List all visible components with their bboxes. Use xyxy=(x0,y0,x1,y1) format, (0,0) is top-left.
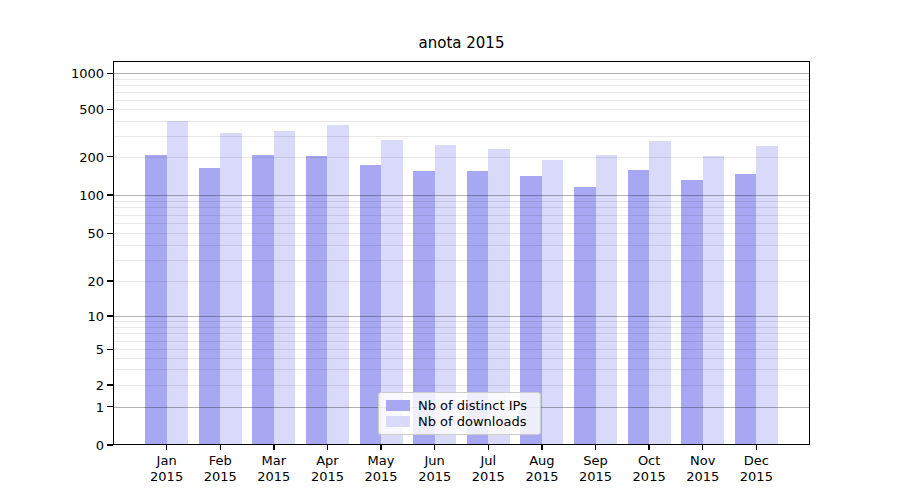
y-tick-mark xyxy=(107,384,113,385)
x-tick-mark xyxy=(702,445,703,450)
y-tick-mark xyxy=(107,194,113,195)
x-tick-mark xyxy=(220,445,221,450)
x-tick-mark xyxy=(541,445,542,450)
gridline-20 xyxy=(113,281,810,282)
legend-item-downloads: Nb of downloads xyxy=(386,414,533,429)
y-tick-mark xyxy=(107,156,113,157)
gridline-700 xyxy=(113,92,810,93)
gridline-70 xyxy=(113,215,810,216)
y-tick-mark xyxy=(107,280,113,281)
y-tick-mark xyxy=(107,233,113,234)
plot-area: Nb of distinct IPs Nb of downloads xyxy=(113,61,810,445)
gridline-400 xyxy=(113,121,810,122)
gridline-2 xyxy=(113,385,810,386)
y-tick-label-0: 0 xyxy=(34,439,104,452)
y-tick-label-10: 10 xyxy=(34,310,104,323)
y-tick-label-500: 500 xyxy=(34,103,104,116)
x-tick-mark xyxy=(488,445,489,450)
y-tick-mark xyxy=(107,406,113,407)
y-tick-label-2: 2 xyxy=(34,379,104,392)
x-tick-mark xyxy=(756,445,757,450)
gridline-4 xyxy=(113,358,810,359)
x-tick-mark xyxy=(434,445,435,450)
y-tick-label-20: 20 xyxy=(34,275,104,288)
gridline-8 xyxy=(113,327,810,328)
gridline-6 xyxy=(113,341,810,342)
x-tick-mark xyxy=(273,445,274,450)
y-tick-mark xyxy=(107,349,113,350)
gridline-300 xyxy=(113,136,810,137)
y-tick-mark xyxy=(107,73,113,74)
gridline-40 xyxy=(113,245,810,246)
gridline-900 xyxy=(113,79,810,80)
y-tick-mark xyxy=(107,315,113,316)
gridline-100 xyxy=(113,195,810,196)
y-tick-label-5: 5 xyxy=(34,343,104,356)
y-tick-label-200: 200 xyxy=(34,151,104,164)
gridline-90 xyxy=(113,201,810,202)
x-tick-mark xyxy=(380,445,381,450)
gridline-500 xyxy=(113,109,810,110)
y-tick-label-100: 100 xyxy=(34,189,104,202)
legend-swatch-downloads-icon xyxy=(386,416,410,427)
y-tick-label-50: 50 xyxy=(34,227,104,240)
gridline-30 xyxy=(113,260,810,261)
gridline-800 xyxy=(113,85,810,86)
legend-label-downloads: Nb of downloads xyxy=(418,414,526,429)
x-tick-label-dec: Dec2015 xyxy=(724,453,788,485)
x-tick-mark xyxy=(595,445,596,450)
legend-label-distinct-ips: Nb of distinct IPs xyxy=(418,398,527,413)
gridline-50 xyxy=(113,233,810,234)
y-tick-label-1: 1 xyxy=(34,401,104,414)
x-tick-mark xyxy=(327,445,328,450)
x-tick-mark xyxy=(648,445,649,450)
gridline-3 xyxy=(113,369,810,370)
chart-title: anota 2015 xyxy=(113,34,810,52)
gridline-600 xyxy=(113,100,810,101)
gridline-10 xyxy=(113,316,810,317)
chart-figure: anota 2015 Nb of distinct IPs Nb of down… xyxy=(0,0,900,500)
gridline-80 xyxy=(113,207,810,208)
grid-layer xyxy=(113,61,810,445)
y-tick-mark xyxy=(107,109,113,110)
legend: Nb of distinct IPs Nb of downloads xyxy=(378,392,541,435)
legend-item-distinct-ips: Nb of distinct IPs xyxy=(386,398,533,413)
x-tick-mark xyxy=(166,445,167,450)
y-tick-mark xyxy=(107,444,113,445)
gridline-5 xyxy=(113,349,810,350)
gridline-200 xyxy=(113,157,810,158)
gridline-60 xyxy=(113,223,810,224)
y-tick-label-1000: 1000 xyxy=(34,67,104,80)
gridline-9 xyxy=(113,321,810,322)
gridline-7 xyxy=(113,333,810,334)
gridline-1000 xyxy=(113,73,810,74)
legend-swatch-distinct-ips-icon xyxy=(386,400,410,411)
